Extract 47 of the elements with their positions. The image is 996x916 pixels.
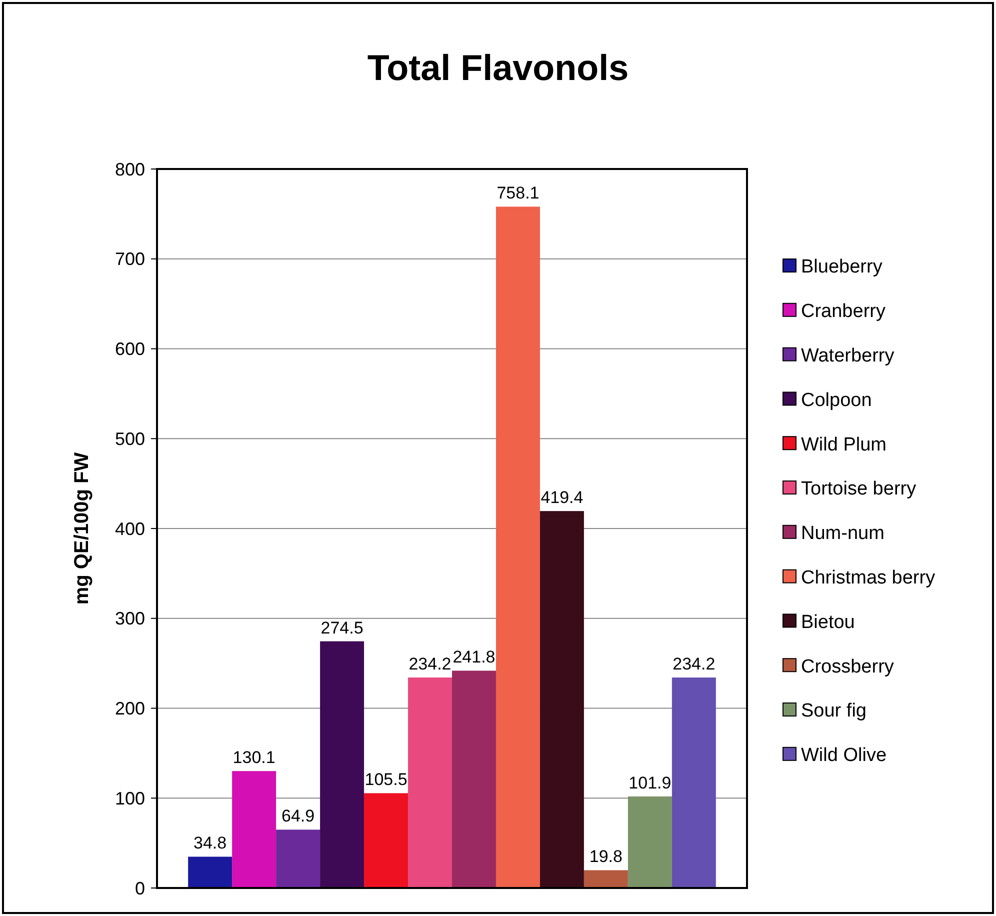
y-tick-label: 700	[114, 249, 145, 270]
data-label: 241.8	[452, 648, 496, 667]
legend-label: Wild Olive	[801, 745, 887, 766]
legend-label: Bietou	[801, 612, 855, 633]
legend-label: Num-num	[801, 523, 884, 544]
bar	[320, 641, 364, 888]
chart-title: Total Flavonols	[367, 47, 629, 88]
legend-label: Christmas berry	[801, 567, 936, 588]
bar	[540, 511, 584, 888]
bar	[188, 856, 232, 888]
y-axis-title: mg QE/100g FW	[71, 452, 93, 605]
legend-label: Wild Plum	[801, 434, 887, 456]
y-tick-label: 600	[114, 339, 145, 360]
legend-label: Cranberry	[801, 301, 886, 322]
legend-label: Crossberry	[801, 656, 894, 678]
bar	[672, 678, 716, 888]
data-label: 19.8	[589, 847, 622, 866]
bar	[628, 796, 672, 888]
legend-label: Colpoon	[801, 390, 872, 411]
data-label: 758.1	[496, 184, 540, 203]
bar	[452, 670, 496, 888]
y-tick-label: 800	[114, 159, 145, 180]
data-label: 419.4	[540, 488, 584, 508]
legend-label: Waterberry	[801, 345, 895, 366]
bar	[408, 678, 452, 888]
y-tick-label: 100	[114, 788, 145, 808]
bar	[496, 206, 540, 888]
bar	[584, 870, 628, 888]
y-tick-label: 200	[114, 698, 145, 719]
legend-label: Sour fig	[801, 700, 866, 722]
data-label: 274.5	[320, 618, 364, 638]
y-tick-label: 0	[134, 878, 145, 898]
y-tick-label: 400	[114, 518, 145, 539]
legend-label: Blueberry	[801, 256, 883, 278]
data-label: 101.9	[628, 773, 672, 792]
bar	[276, 830, 320, 888]
data-label: 34.8	[194, 834, 227, 853]
data-label: 130.1	[232, 748, 276, 768]
y-tick-label: 500	[114, 428, 145, 449]
data-label: 105.5	[364, 770, 408, 790]
legend-label: Tortoise berry	[801, 478, 917, 500]
bar	[364, 793, 408, 888]
data-label: 234.2	[672, 654, 716, 674]
data-label: 234.2	[408, 654, 452, 674]
y-tick-label: 300	[114, 608, 145, 629]
data-label: 64.9	[282, 806, 315, 826]
bar	[232, 771, 276, 888]
